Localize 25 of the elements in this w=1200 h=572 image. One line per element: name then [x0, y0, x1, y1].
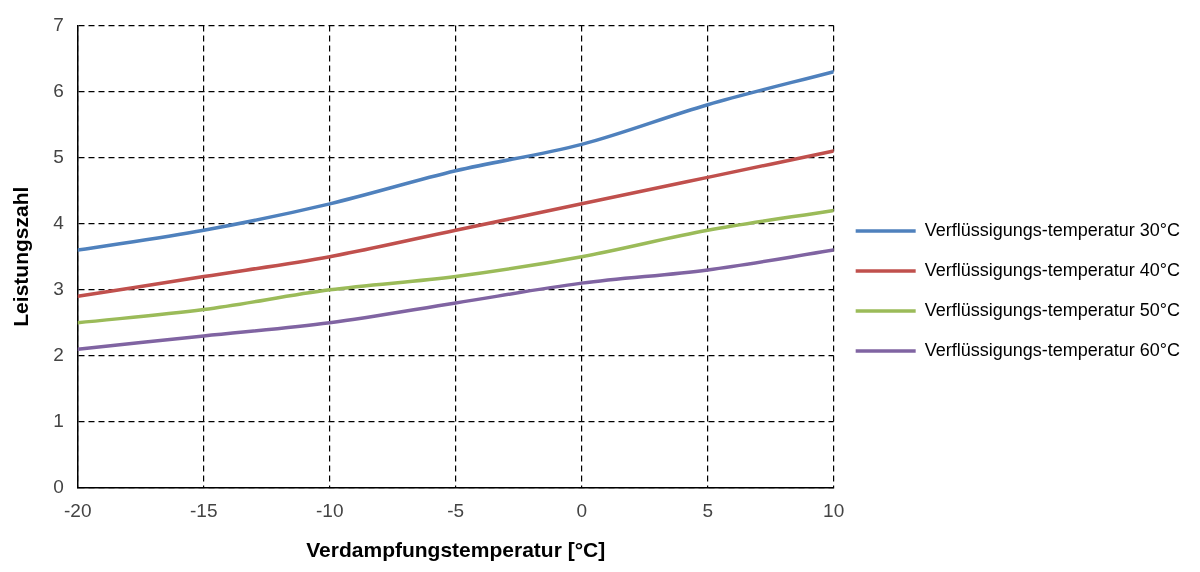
x-tick-label: 10	[823, 499, 845, 521]
x-tick-label: -5	[447, 499, 465, 521]
y-tick-label: 5	[53, 145, 64, 167]
x-tick-label: -20	[64, 499, 92, 521]
legend-label: Verflüssigungs-temperatur 50°C	[924, 299, 1181, 320]
y-tick-label: 7	[53, 13, 64, 35]
line-series	[77, 69, 834, 252]
y-tick-label: 4	[53, 211, 65, 233]
x-tick-label: -10	[316, 499, 344, 521]
y-tick-label: 6	[53, 79, 64, 101]
y-axis-title: Leistungszahl	[9, 186, 33, 327]
line-series	[77, 208, 834, 325]
legend-label: Verflüssigungs-temperatur 40°C	[924, 259, 1181, 280]
y-tick-label: 1	[53, 410, 64, 432]
y-tick-label: 3	[53, 277, 64, 299]
legend-label: Verflüssigungs-temperatur 30°C	[924, 219, 1181, 240]
x-axis-title: Verdampfungstemperatur [°C]	[306, 538, 606, 562]
x-tick-label: -15	[190, 499, 218, 521]
legend-label: Verflüssigungs-temperatur 60°C	[924, 339, 1181, 360]
line-series	[77, 248, 834, 351]
x-tick-label: 0	[576, 499, 587, 521]
x-tick-label: 5	[702, 499, 713, 521]
y-tick-label: 2	[53, 344, 64, 366]
y-tick-label: 0	[53, 476, 64, 498]
line-series	[77, 149, 834, 299]
